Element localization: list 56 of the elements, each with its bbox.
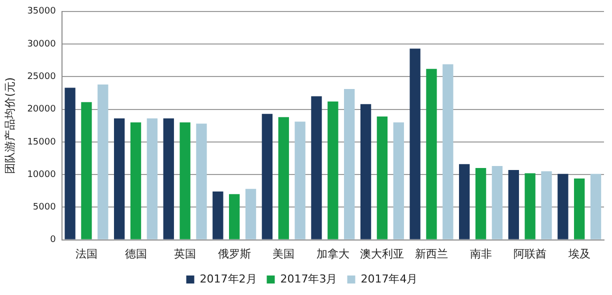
x-tick-label: 德国: [124, 247, 147, 260]
bar: [180, 122, 190, 240]
bar: [410, 48, 420, 240]
y-tick-label: 10000: [27, 170, 56, 180]
y-tick-label: 5000: [32, 202, 56, 213]
y-tick-label: 0: [50, 235, 56, 246]
bar: [590, 174, 602, 240]
x-tick-label: 南非: [470, 247, 492, 260]
x-tick-label: 加拿大: [316, 247, 350, 260]
x-tick-label: 英国: [174, 247, 196, 260]
bar: [426, 68, 437, 240]
bar: [541, 171, 552, 240]
bar: [81, 102, 92, 240]
bar: [212, 192, 224, 240]
bar: [344, 89, 355, 240]
bar: [376, 116, 388, 240]
legend-label: 2017年3月: [280, 272, 338, 286]
y-tick-label: 15000: [27, 137, 56, 148]
bar: [393, 122, 404, 240]
x-tick-label: 美国: [272, 247, 295, 260]
y-tick-label: 25000: [27, 72, 56, 82]
legend-label: 2017年2月: [200, 272, 257, 286]
bar: [508, 170, 519, 240]
bar: [196, 124, 207, 240]
x-tick-label: 澳大利亚: [360, 247, 404, 260]
bar: [328, 101, 338, 240]
bar: [475, 168, 486, 240]
x-tick-label: 新西兰: [414, 247, 448, 260]
bar: [114, 118, 125, 240]
bar: [163, 118, 174, 240]
x-tick-label: 法国: [75, 247, 98, 260]
bar: [492, 166, 503, 240]
x-tick-label: 阿联酋: [514, 247, 547, 260]
bar: [229, 194, 240, 240]
bar: [524, 173, 536, 240]
bar: [262, 114, 273, 240]
y-axis-title: 团队游产品均价(元): [3, 77, 16, 174]
bar: [294, 122, 306, 240]
bar: [311, 96, 322, 240]
bar: [278, 117, 289, 240]
y-tick-label: 30000: [27, 39, 56, 50]
bar: [98, 84, 108, 240]
bar: [64, 88, 76, 240]
bar: [558, 174, 568, 240]
legend-label: 2017年4月: [360, 272, 418, 286]
bar: [245, 188, 256, 240]
bar: [459, 164, 470, 240]
bar: [146, 118, 158, 240]
x-tick-label: 埃及: [567, 247, 590, 260]
x-tick-label: 俄罗斯: [218, 247, 251, 260]
y-tick-label: 20000: [27, 104, 56, 115]
bar: [360, 104, 372, 240]
bar: [574, 178, 585, 240]
bar: [130, 122, 142, 240]
bar: [442, 64, 454, 240]
y-tick-label: 35000: [27, 6, 56, 17]
